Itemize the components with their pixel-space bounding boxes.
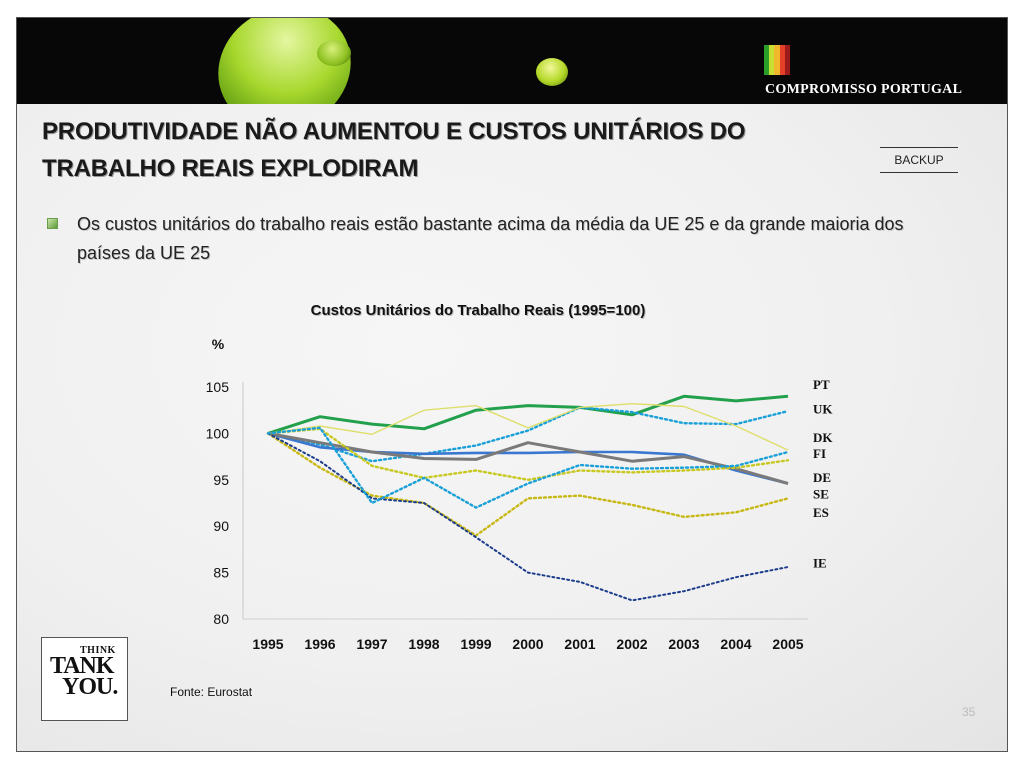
series-label: DK — [813, 430, 833, 445]
series-label: PT — [813, 377, 830, 392]
series-line — [266, 427, 790, 482]
y-tick-label: 80 — [213, 611, 229, 627]
chart-title: Custos Unitários do Trabalho Reais (1995… — [310, 302, 646, 319]
x-axis: 1995 1996 1997 1998 1999 2000 2001 2002 2003 2004… — [243, 618, 808, 652]
x-tick-label: 2000 — [512, 636, 543, 652]
x-tick-label: 2002 — [616, 636, 647, 652]
series-line — [267, 431, 789, 485]
x-tick-label: 1999 — [460, 636, 491, 652]
slide: COMPROMISSO PORTUGAL — [16, 17, 1008, 752]
brand-name: COMPROMISSO PORTUGAL — [765, 82, 963, 97]
series-line — [266, 406, 790, 463]
y-tick-label: 95 — [213, 472, 229, 488]
x-tick-label: 1997 — [356, 636, 387, 652]
series-label: DE — [813, 470, 831, 485]
line-chart: % 80 85 90 95 100 105 1995 1996 1997 1998 1999 200… — [206, 336, 834, 652]
series-line — [267, 394, 789, 435]
green-blob-decoration — [536, 58, 568, 86]
y-tick-label: 100 — [206, 425, 230, 441]
y-axis: 80 85 90 95 100 105 — [206, 379, 244, 627]
flag-stripe — [784, 45, 791, 75]
think-tank-logo: THINK TANK YOU. — [41, 637, 128, 721]
page-number: 35 — [962, 705, 976, 719]
green-blob-decoration — [317, 40, 351, 66]
series-lines — [266, 394, 790, 602]
series-label: UK — [813, 401, 833, 416]
x-tick-label: 1998 — [408, 636, 439, 652]
flag-stripe — [769, 45, 775, 75]
series-line — [266, 426, 790, 509]
think-tank-line1: THINK — [80, 645, 116, 656]
series-label: IE — [813, 555, 827, 570]
y-tick-label: 90 — [213, 518, 229, 534]
x-tick-label: 1995 — [252, 636, 283, 652]
backup-tag: BACKUP — [880, 147, 958, 173]
flag-stripe — [774, 45, 780, 75]
brand-flag-logo — [764, 45, 791, 75]
header-banner: COMPROMISSO PORTUGAL — [17, 18, 1007, 104]
think-tank-line2: TANK — [50, 653, 115, 679]
series-line — [267, 432, 789, 485]
bullet-text: Os custos unitários do trabalho reais es… — [77, 214, 904, 263]
x-tick-label: 2005 — [772, 636, 803, 652]
series-line — [267, 402, 789, 451]
x-tick-label: 1996 — [304, 636, 335, 652]
series-label: SE — [813, 487, 829, 502]
y-tick-label: 105 — [206, 379, 230, 395]
source-note: Fonte: Eurostat — [170, 685, 253, 699]
x-tick-label: 2001 — [564, 636, 595, 652]
series-label: ES — [813, 505, 829, 520]
flag-stripe — [779, 45, 785, 75]
series-line — [267, 432, 789, 602]
bullet-icon — [47, 218, 58, 229]
y-tick-label: 85 — [213, 565, 229, 581]
y-axis-label: % — [212, 336, 225, 352]
x-tick-label: 2004 — [720, 636, 751, 652]
x-tick-label: 2003 — [668, 636, 699, 652]
flag-stripe — [764, 45, 770, 75]
series-label: FI — [813, 446, 826, 461]
slide-title: PRODUTIVIDADE NÃO AUMENTOU E CUSTOS UNIT… — [42, 118, 746, 182]
think-tank-line3: YOU. — [62, 674, 118, 700]
